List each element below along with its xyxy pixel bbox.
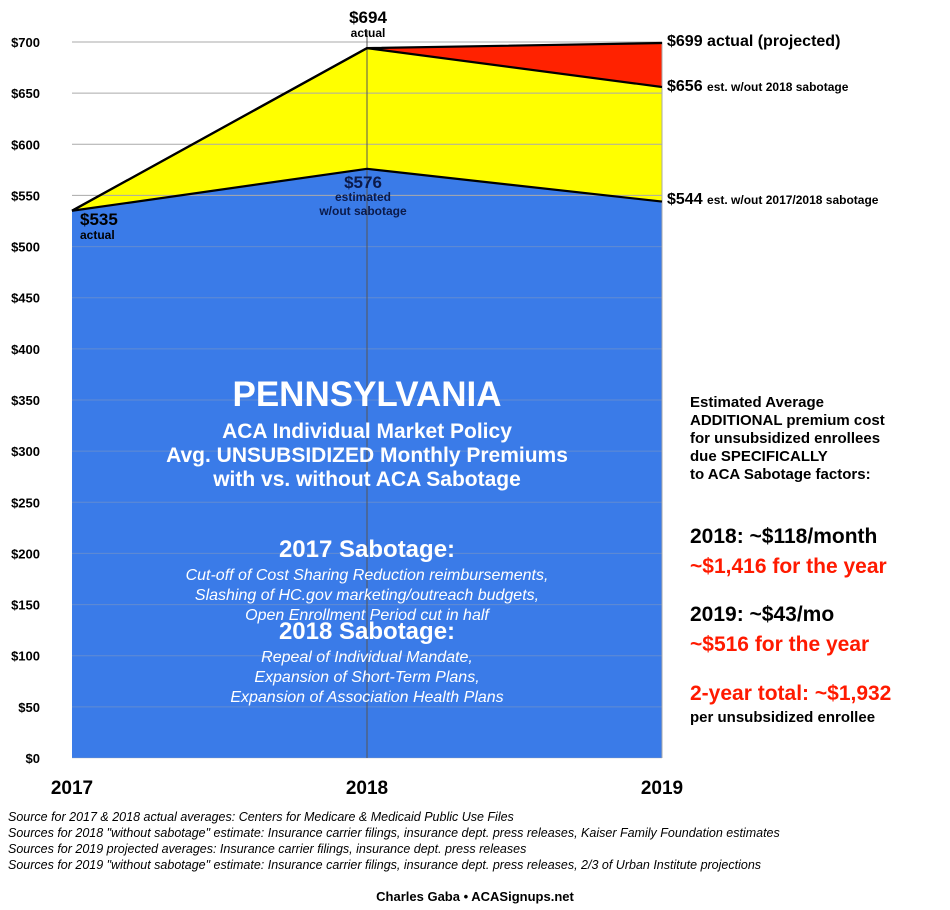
subtitle-line-1: ACA Individual Market Policy [222, 420, 512, 443]
side-intro-line: ADDITIONAL premium cost [690, 412, 885, 429]
sabotage-2018-item: Expansion of Association Health Plans [230, 689, 504, 706]
state-title: PENNSYLVANIA [232, 375, 502, 414]
x-tick-label: 2017 [51, 778, 93, 799]
sabotage-2017-item: Slashing of HC.gov marketing/outreach bu… [194, 587, 540, 604]
source-line: Source for 2017 & 2018 actual averages: … [8, 810, 514, 824]
chart-subtitle: ACA Individual Market Policy Avg. UNSUBS… [72, 420, 662, 492]
sabotage-2018-title: 2018 Sabotage: [278, 618, 456, 645]
side-2018-month: 2018: ~$118/month [690, 525, 878, 548]
label-2018-actual-note: actual [350, 26, 386, 40]
label-2019-656-note: est. w/out 2018 sabotage [707, 80, 849, 94]
subtitle-line-3: with vs. without ACA Sabotage [213, 468, 521, 491]
label-2017-value: $535 [80, 210, 118, 229]
label-2019-656: $656 est. w/out 2018 sabotage [667, 78, 848, 96]
y-tick-label: $700 [11, 35, 40, 50]
label-2017: $535 actual [80, 210, 118, 242]
label-2018-est-value: $576 [344, 173, 382, 192]
line-actual [71, 41, 663, 212]
y-tick-label: $300 [11, 444, 40, 459]
label-2019-actual: $699 actual (projected) [667, 33, 841, 50]
y-tick-label: $500 [11, 240, 40, 255]
label-2019-544-note: est. w/out 2017/2018 sabotage [707, 193, 879, 207]
line-without-sabotage [71, 167, 663, 212]
area-actual-increase [72, 43, 662, 211]
y-tick-label: $250 [11, 495, 40, 510]
source-line: Sources for 2019 "without sabotage" esti… [8, 858, 762, 872]
side-2019-year: ~$516 for the year [690, 633, 870, 656]
label-2018-est-note1: estimated [334, 190, 392, 204]
y-tick-label: $0 [26, 751, 40, 766]
source-line: Sources for 2018 "without sabotage" esti… [8, 826, 780, 840]
side-intro-line: to ACA Sabotage factors: [690, 466, 871, 483]
y-tick-label: $50 [18, 700, 40, 715]
label-2018-actual: $694 actual [338, 8, 398, 40]
label-2017-note: actual [80, 228, 115, 242]
sabotage-2018-item: Expansion of Short-Term Plans, [254, 669, 480, 686]
side-intro-line: due SPECIFICALLY [690, 448, 828, 465]
y-tick-label: $650 [11, 86, 40, 101]
sabotage-2017-list: Cut-off of Cost Sharing Reduction reimbu… [72, 566, 662, 626]
x-tick-label: 2018 [346, 778, 388, 799]
source-line: Sources for 2019 projected averages: Ins… [8, 842, 527, 856]
y-tick-label: $400 [11, 342, 40, 357]
y-tick-label: $450 [11, 291, 40, 306]
subtitle-line-2: Avg. UNSUBSIDIZED Monthly Premiums [166, 444, 568, 467]
x-tick-label: 2019 [641, 778, 683, 799]
label-2019-656-value: $656 [667, 78, 703, 95]
label-2018-actual-value: $694 [349, 8, 387, 27]
y-tick-label: $150 [11, 598, 40, 613]
side-intro: Estimated Average ADDITIONAL premium cos… [690, 394, 885, 484]
sabotage-2017-title: 2017 Sabotage: [278, 536, 456, 563]
y-tick-label: $600 [11, 137, 40, 152]
y-tick-label: $100 [11, 649, 40, 664]
side-total: 2-year total: ~$1,932 [690, 682, 892, 705]
y-tick-label: $350 [11, 393, 40, 408]
sabotage-2018-item: Repeal of Individual Mandate, [261, 649, 473, 666]
sabotage-2018-list: Repeal of Individual Mandate, Expansion … [72, 648, 662, 708]
side-2019-month: 2019: ~$43/mo [690, 603, 835, 626]
side-2018-year: ~$1,416 for the year [690, 555, 887, 578]
y-tick-label: $550 [11, 188, 40, 203]
side-intro-line: for unsubsidized enrollees [690, 430, 881, 447]
label-2019-544-value: $544 [667, 191, 703, 208]
side-intro-line: Estimated Average [690, 394, 824, 411]
sources: Source for 2017 & 2018 actual averages: … [8, 809, 780, 873]
label-2019-544: $544 est. w/out 2017/2018 sabotage [667, 191, 878, 209]
credit: Charles Gaba • ACASignups.net [376, 889, 574, 904]
sabotage-2017-item: Open Enrollment Period cut in half [245, 607, 489, 624]
side-total-note: per unsubsidized enrollee [690, 709, 876, 726]
label-2018-est-note2: w/out sabotage [319, 204, 407, 218]
label-2018-est: $576 estimated w/out sabotage [298, 173, 428, 218]
sabotage-2017-item: Cut-off of Cost Sharing Reduction reimbu… [185, 567, 549, 584]
y-tick-label: $200 [11, 546, 40, 561]
premium-area-chart: $0 $50 $100 $150 $200 $250 $300 $350 $400 $450 $50… [11, 32, 683, 799]
